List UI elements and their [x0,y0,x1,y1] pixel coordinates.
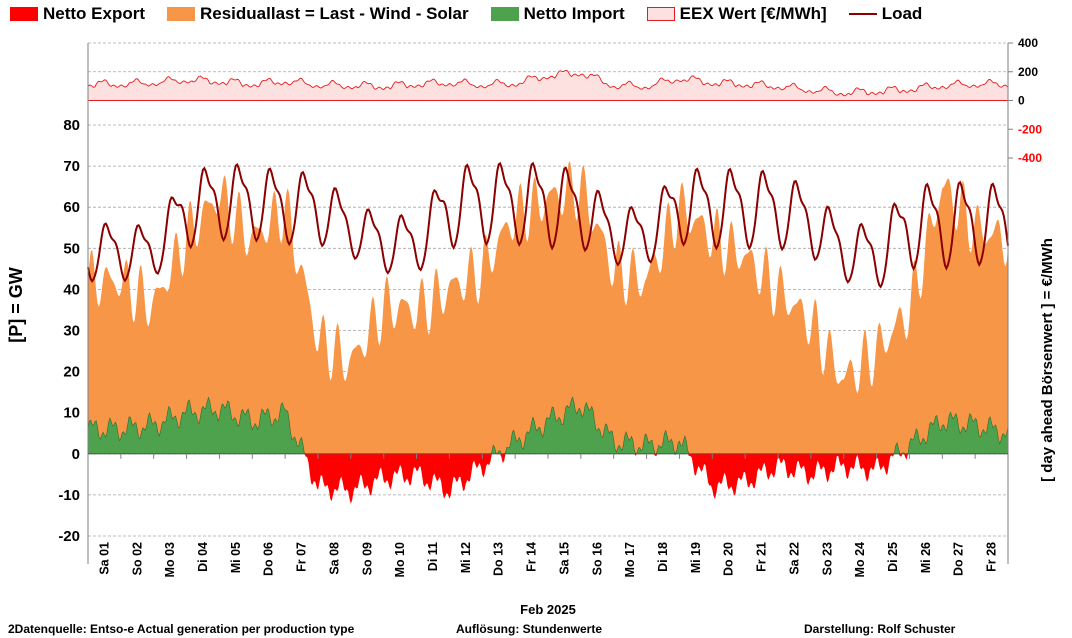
x-tick-label: Sa 01 [97,542,111,575]
legend-label-import: Netto Import [523,4,625,23]
y-tick-label: 60 [63,199,80,216]
legend-eex: EEX Wert [€/MWh] [646,4,827,24]
x-tick-label: Mo 17 [623,542,637,577]
legend-load: Load [848,4,923,24]
x-tick-label: Mi 12 [459,542,473,573]
legend-swatch-load [848,13,877,15]
x-tick-label: Sa 08 [327,542,341,575]
x-tick-label: Sa 15 [557,542,571,575]
footer-source: 2Datenquelle: Entso-e Actual generation … [8,622,355,636]
y-axis-label: [P] = GW [6,267,26,343]
y2-tick-label: 200 [1018,65,1038,79]
footer-author: Darstellung: Rolf Schuster [804,622,956,636]
x-axis-label: Feb 2025 [520,602,576,617]
x-tick-label: Sa 22 [787,542,801,575]
x-tick-label: Mi 26 [919,542,933,573]
y2-axis-label: [ day ahead Börsenwert ] = €/MWh [1039,238,1056,482]
tick-labels: -20 -10 0 10 20 30 40 50 60 70 80 400 200 0 -200 -400 Sa… [58,36,1042,577]
legend-label-residual: Residuallast = Last - Wind - Solar [200,4,469,23]
y-tick-label: -10 [58,487,80,504]
x-tick-label: So 16 [590,542,604,575]
y-tick-label: -20 [58,528,80,545]
y-tick-label: 10 [63,405,80,422]
y2-tick-label: 400 [1018,36,1038,50]
y2-tick-label: 0 [1018,94,1025,108]
y-tick-label: 0 [72,446,80,463]
y-tick-label: 50 [63,240,80,257]
x-tick-label: Fr 21 [755,542,769,572]
legend: Netto Export Residuallast = Last - Wind … [10,3,1062,25]
x-tick-label: Do 06 [262,542,276,576]
y-tick-label: 70 [63,158,80,175]
legend-label-load: Load [881,4,923,23]
x-tick-label: Fr 14 [525,542,539,572]
legend-export: Netto Export [10,4,145,24]
y-tick-label: 30 [63,323,80,340]
x-tick-label: Di 04 [196,542,210,572]
x-tick-label: Di 25 [886,542,900,572]
footer-resolution: Auflösung: Stundenwerte [456,622,602,636]
legend-swatch-residual [167,7,195,21]
x-tick-label: Fr 28 [985,542,999,572]
legend-label-export: Netto Export [43,4,145,23]
x-tick-label: So 23 [820,542,834,575]
load-line [87,161,1009,289]
legend-residual: Residuallast = Last - Wind - Solar [167,4,469,24]
net-export-area [88,453,1008,504]
y-tick-label: 80 [63,117,80,134]
eex-area [87,69,1009,101]
eex-panel [87,69,1009,101]
x-tick-label: Mi 19 [689,542,703,573]
x-tick-label: Do 27 [952,542,966,576]
y2-tick-label: -200 [1018,122,1042,136]
x-tick-label: So 02 [130,542,144,575]
y2-tick-label: -400 [1018,151,1042,165]
legend-import: Netto Import [490,4,625,24]
x-tick-label: Fr 07 [295,542,309,572]
area-series [87,160,1009,504]
x-tick-label: Do 13 [492,542,506,576]
legend-label-eex: EEX Wert [€/MWh] [679,4,827,23]
x-tick-label: Mo 24 [853,542,867,577]
x-tick-label: Di 18 [656,542,670,572]
load-line-path [87,161,1009,289]
legend-swatch-eex [646,7,675,21]
x-tick-label: Mi 05 [229,542,243,573]
y-tick-label: 20 [63,364,80,381]
y-tick-label: 40 [63,281,80,298]
x-tick-label: So 09 [360,542,374,575]
legend-swatch-import [490,7,519,21]
x-tick-label: Mo 10 [393,542,407,577]
residual-area [88,160,1008,454]
x-tick-label: Mo 03 [163,542,177,577]
legend-swatch-export [10,7,38,21]
x-tick-label: Do 20 [722,542,736,576]
x-tick-label: Di 11 [426,542,440,571]
